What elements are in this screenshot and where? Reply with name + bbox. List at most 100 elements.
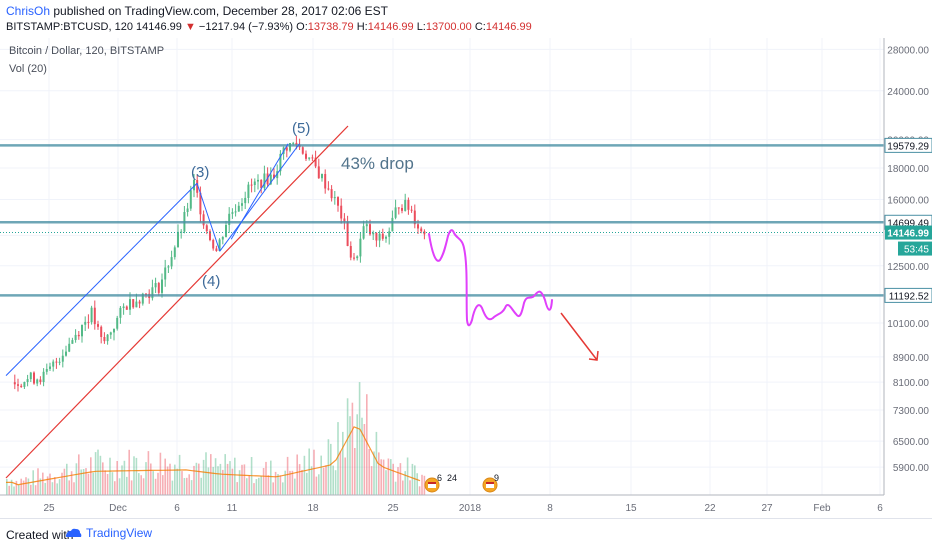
volume-bar xyxy=(296,454,298,495)
candle-body xyxy=(164,267,167,280)
candle-body xyxy=(151,287,154,299)
candle-body xyxy=(77,334,80,337)
candle-body xyxy=(292,142,295,144)
symbol-label: BITSTAMP:BTCUSD, 120 xyxy=(6,21,133,33)
candle-body xyxy=(141,293,144,304)
candle-body xyxy=(170,257,173,267)
volume-bar xyxy=(10,479,13,495)
projection-arrow xyxy=(560,312,599,361)
volume-bar xyxy=(210,454,212,495)
candle-body xyxy=(193,180,195,191)
volume-bar xyxy=(66,463,68,495)
candle-body xyxy=(420,228,423,232)
volume-bar xyxy=(277,474,279,495)
candle-body xyxy=(369,224,371,235)
countdown-tag xyxy=(898,241,932,256)
candle-body xyxy=(385,236,387,239)
volume-bar xyxy=(262,468,265,495)
volume-legend: Vol (20) xyxy=(9,63,47,75)
volume-bar xyxy=(366,394,368,495)
volume-bar xyxy=(402,480,404,495)
volume-bar xyxy=(154,478,157,495)
blue-wave-5 xyxy=(219,143,300,252)
volume-bar xyxy=(135,457,138,495)
y-tick-label: 24000.00 xyxy=(887,87,929,98)
volume-bar xyxy=(238,470,241,495)
last-price: 14146.99 xyxy=(136,21,182,33)
volume-bar xyxy=(248,475,250,495)
candle-body xyxy=(234,211,237,213)
volume-bar xyxy=(102,462,104,495)
event-flag-stripe xyxy=(428,482,436,484)
down-arrow-icon: ▼ xyxy=(184,21,196,33)
candle-body xyxy=(279,153,282,172)
volume-bar xyxy=(51,482,54,495)
volume-bar xyxy=(181,471,183,495)
volume-bar xyxy=(54,477,56,495)
volume-bar xyxy=(243,464,246,495)
volume-bar xyxy=(126,476,128,495)
candle-body xyxy=(212,240,215,249)
volume-bar xyxy=(289,470,291,495)
candle-body xyxy=(52,361,55,367)
price-chart-svg[interactable]: (3) (4) (5) 43% drop 6 24 9 Bitcoin / Dollar, 1… xyxy=(0,38,932,518)
volume-bar xyxy=(231,468,234,495)
candle-body xyxy=(397,207,400,209)
candle-body xyxy=(17,384,19,386)
volume-bar xyxy=(423,475,426,495)
projection-squiggle xyxy=(428,229,553,327)
volume-bar xyxy=(27,478,30,495)
volume-bar xyxy=(418,486,421,495)
volume-bar xyxy=(152,471,154,495)
volume-bar xyxy=(78,454,80,495)
volume-bar xyxy=(253,483,255,495)
candle-body xyxy=(349,246,352,258)
volume-bar xyxy=(49,473,51,495)
volume-bar xyxy=(318,474,320,495)
volume-bar xyxy=(162,475,164,495)
volume-bar xyxy=(241,464,243,495)
candle-body xyxy=(356,256,359,259)
event-flag-inner xyxy=(486,482,494,488)
volume-bar xyxy=(315,476,318,495)
volume-bar xyxy=(284,470,286,495)
volume-bar xyxy=(39,478,42,495)
wave-label: (3) xyxy=(191,164,209,181)
candle-body xyxy=(45,369,48,372)
ohlc-line: BITSTAMP:BTCUSD, 120 14146.99 ▼ −1217.94… xyxy=(6,21,532,33)
candle-body xyxy=(340,205,343,219)
volume-bar xyxy=(142,478,145,495)
volume-bar xyxy=(176,468,178,495)
volume-bar xyxy=(370,466,373,495)
volume-bar xyxy=(294,478,296,495)
candle-body xyxy=(346,221,349,246)
candle-body xyxy=(317,166,320,179)
candle-body xyxy=(423,231,426,235)
volume-bar xyxy=(171,480,174,495)
candle-body xyxy=(20,385,23,387)
candle-body xyxy=(138,301,141,304)
tradingview-brand[interactable]: TradingView xyxy=(66,526,152,540)
level-price-tag xyxy=(884,287,932,303)
volume-bar xyxy=(246,478,248,495)
high-label: H: xyxy=(356,21,368,33)
author-link[interactable]: ChrisOh xyxy=(6,4,51,18)
volume-bar xyxy=(25,477,27,495)
volume-bar xyxy=(301,469,303,495)
volume-bar xyxy=(186,477,188,495)
candle-body xyxy=(180,231,183,233)
candle-body xyxy=(125,306,128,310)
y-tick-label: 6500.00 xyxy=(893,437,930,448)
chart-area[interactable]: (3) (4) (5) 43% drop 6 24 9 Bitcoin / Dollar, 1… xyxy=(0,38,932,518)
candle-body xyxy=(253,181,256,185)
candle-body xyxy=(225,225,227,237)
volume-bar xyxy=(222,469,224,495)
volume-bar xyxy=(200,477,202,495)
volume-bar xyxy=(20,478,22,495)
x-tick-label: 8 xyxy=(547,503,553,514)
volume-bar xyxy=(373,451,375,495)
candle-series xyxy=(13,135,426,392)
countdown-label: 53:45 xyxy=(904,245,929,256)
volume-bar xyxy=(327,439,330,495)
candle-body xyxy=(244,197,247,204)
